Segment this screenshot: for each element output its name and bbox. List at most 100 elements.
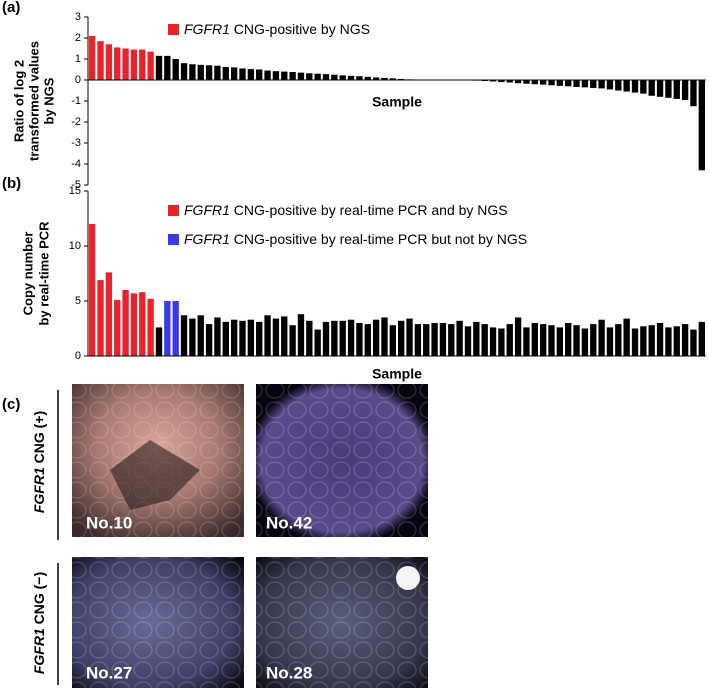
bar bbox=[498, 329, 504, 357]
image-label: No.10 bbox=[86, 513, 132, 532]
bar bbox=[106, 44, 112, 80]
bar bbox=[348, 320, 354, 356]
bar bbox=[640, 80, 646, 94]
bar bbox=[298, 314, 304, 356]
bar bbox=[206, 324, 212, 356]
bar bbox=[640, 326, 646, 356]
bar bbox=[97, 41, 103, 80]
image-label: No.42 bbox=[266, 513, 312, 532]
bar bbox=[156, 327, 162, 356]
image-label: No.28 bbox=[266, 663, 312, 682]
y-tick-label: 1 bbox=[75, 53, 81, 65]
bar bbox=[699, 80, 705, 170]
bar bbox=[582, 329, 588, 357]
bar bbox=[164, 56, 170, 80]
bar bbox=[223, 67, 229, 80]
y-axis-label: Ratio of log 2 bbox=[11, 60, 26, 142]
bar bbox=[214, 66, 220, 80]
bar bbox=[89, 224, 95, 356]
bar bbox=[239, 321, 245, 356]
bar bbox=[699, 322, 705, 356]
bar bbox=[181, 63, 187, 80]
bar bbox=[264, 71, 270, 80]
bar bbox=[623, 80, 629, 92]
bar bbox=[206, 65, 212, 80]
bar bbox=[540, 80, 546, 85]
bar bbox=[164, 301, 170, 356]
bar bbox=[406, 319, 412, 356]
bar bbox=[198, 65, 204, 80]
bar bbox=[106, 272, 112, 356]
y-axis-label: by real-time PCR bbox=[36, 221, 51, 326]
bar bbox=[657, 323, 663, 356]
bar bbox=[314, 74, 320, 80]
bar bbox=[657, 80, 663, 97]
bar bbox=[89, 36, 95, 80]
bar bbox=[131, 50, 137, 80]
y-tick-label: 3 bbox=[75, 11, 81, 23]
bar bbox=[682, 80, 688, 100]
bar bbox=[590, 324, 596, 356]
bar bbox=[147, 52, 153, 80]
image-label: No.27 bbox=[86, 663, 132, 682]
bar bbox=[348, 76, 354, 80]
bar bbox=[607, 80, 613, 89]
bar bbox=[532, 80, 538, 84]
bar bbox=[523, 80, 529, 84]
bar bbox=[532, 323, 538, 356]
bar bbox=[565, 323, 571, 356]
bar bbox=[482, 324, 488, 356]
bar bbox=[256, 322, 262, 356]
bar bbox=[189, 319, 195, 356]
bar bbox=[682, 324, 688, 356]
bar bbox=[214, 318, 220, 357]
bar bbox=[507, 324, 513, 356]
y-tick-label: 5 bbox=[75, 295, 81, 307]
bar bbox=[122, 290, 128, 356]
bar bbox=[223, 322, 229, 356]
bar bbox=[540, 324, 546, 356]
bar bbox=[314, 330, 320, 356]
bar bbox=[423, 324, 429, 356]
bar bbox=[548, 325, 554, 356]
bar bbox=[590, 80, 596, 88]
bar bbox=[557, 327, 563, 356]
bar bbox=[97, 280, 103, 356]
bar bbox=[273, 319, 279, 356]
bar bbox=[156, 56, 162, 80]
bar bbox=[557, 80, 563, 86]
bar bbox=[356, 323, 362, 356]
bar bbox=[173, 59, 179, 80]
legend-swatch bbox=[168, 205, 179, 216]
bar bbox=[289, 325, 295, 356]
bar bbox=[632, 329, 638, 357]
bar bbox=[465, 326, 471, 356]
bar bbox=[598, 320, 604, 356]
bar bbox=[665, 327, 671, 356]
bar bbox=[306, 321, 312, 356]
legend-label: FGFR1 CNG-positive by NGS bbox=[184, 21, 370, 37]
bar bbox=[114, 300, 120, 356]
bar bbox=[649, 80, 655, 96]
panel-label: (b) bbox=[2, 175, 21, 192]
bar bbox=[356, 76, 362, 80]
bar bbox=[548, 80, 554, 85]
bar bbox=[373, 320, 379, 356]
bar bbox=[198, 315, 204, 356]
bar bbox=[456, 321, 462, 356]
bar bbox=[289, 72, 295, 80]
y-tick-label: -4 bbox=[71, 158, 81, 170]
legend-label: FGFR1 CNG-positive by real-time PCR but … bbox=[184, 231, 527, 247]
bar bbox=[415, 324, 421, 356]
y-tick-label: 0 bbox=[75, 350, 81, 362]
bar bbox=[565, 80, 571, 86]
bar bbox=[139, 50, 145, 80]
panel-label: (a) bbox=[2, 0, 20, 16]
bar bbox=[340, 75, 346, 80]
y-tick-label: -1 bbox=[71, 95, 81, 107]
bar bbox=[490, 327, 496, 356]
bar bbox=[582, 80, 588, 87]
bar bbox=[573, 325, 579, 356]
bar bbox=[690, 330, 696, 356]
bar bbox=[598, 80, 604, 88]
